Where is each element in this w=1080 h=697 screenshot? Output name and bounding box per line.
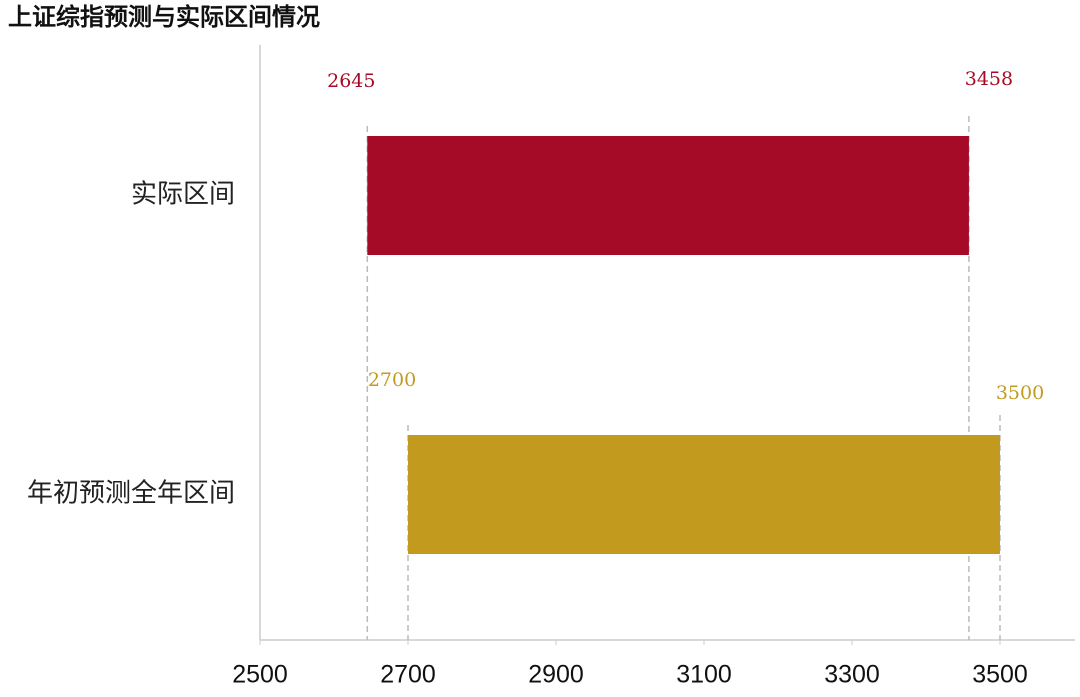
x-tick-label: 2900	[528, 661, 584, 689]
x-tick-label: 2700	[380, 661, 436, 689]
x-tick-label: 3100	[676, 661, 732, 689]
value-label: 2645	[327, 70, 375, 92]
value-label: 3500	[996, 382, 1044, 404]
value-label: 2700	[368, 369, 416, 391]
chart-title: 上证综指预测与实际区间情况	[8, 3, 320, 31]
x-tick-label: 2500	[232, 661, 288, 689]
category-label: 实际区间	[131, 180, 235, 210]
category-label: 年初预测全年区间	[27, 479, 235, 509]
x-tick-label: 3300	[824, 661, 880, 689]
x-tick-label: 3500	[972, 661, 1028, 689]
bar	[367, 136, 969, 255]
value-label: 3458	[965, 68, 1013, 90]
bar	[408, 435, 1000, 554]
